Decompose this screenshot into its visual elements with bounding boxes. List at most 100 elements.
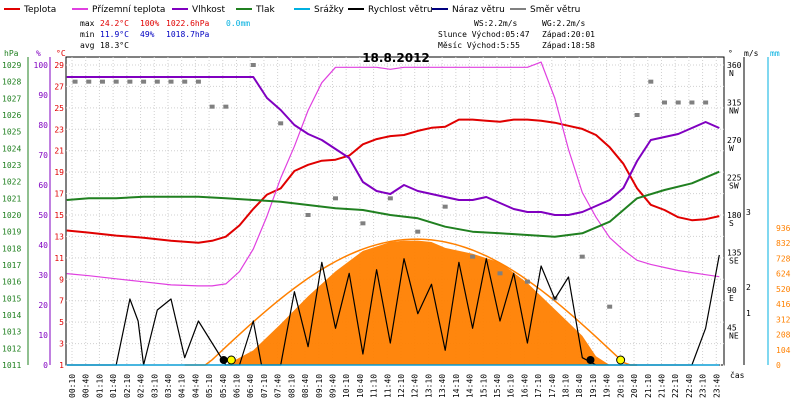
time-tick: 16:10 [507, 374, 516, 398]
time-tick: 17:40 [548, 374, 557, 398]
wind-direction-layer [72, 63, 709, 309]
time-tick: 16:40 [520, 374, 529, 398]
dir-tick-deg: 90 [727, 286, 737, 295]
stats-block: max 24.2°C 100% 1022.6hPa 0.0mm min 11.9… [80, 19, 595, 50]
dir-tick-deg: 180 [727, 211, 742, 220]
time-tick: 15:40 [493, 374, 502, 398]
wind-direction-point [113, 79, 119, 84]
stat-max-hum: 100% [140, 19, 159, 28]
wind-direction-point [333, 196, 339, 201]
time-tick: 23:40 [712, 374, 721, 398]
dir-tick-name: W [729, 144, 734, 153]
time-tick: 19:40 [603, 374, 612, 398]
dir-tick-name: E [729, 294, 734, 303]
hpa-tick: 1013 [2, 328, 21, 337]
c-tick: 23 [54, 125, 64, 134]
hpa-tick: 1020 [2, 211, 21, 220]
time-tick: 09:10 [315, 374, 324, 398]
axis-pct-title: % [36, 49, 41, 58]
stat-avg-label: avg [80, 41, 95, 50]
wind-direction-point [579, 254, 585, 259]
sun-moon-markers [219, 355, 626, 365]
stat-sunset: Západ:20:01 [542, 30, 595, 39]
wm2-tick: 416 [776, 300, 791, 309]
legend-label: Vlhkost [192, 5, 225, 15]
wm2-tick: 832 [776, 239, 791, 248]
stat-max-rain: 0.0mm [226, 19, 250, 28]
c-tick: 7 [59, 297, 64, 306]
time-tick: 22:10 [671, 374, 680, 398]
pct-tick: 50 [38, 211, 48, 220]
hpa-tick: 1027 [2, 94, 21, 103]
time-tick: 18:40 [575, 374, 584, 398]
ms-tick: 2 [746, 283, 751, 292]
axis-time-title: čas [730, 370, 745, 380]
wm2-tick: 0 [776, 361, 781, 370]
time-tick: 11:10 [370, 374, 379, 398]
pct-tick: 60 [38, 181, 48, 190]
stat-max-label: max [80, 19, 95, 28]
time-tick: 06:10 [233, 374, 242, 398]
dir-tick-deg: 270 [727, 136, 742, 145]
wind-direction-point [689, 100, 695, 105]
series-lines [66, 61, 720, 366]
c-tick: 1 [59, 361, 64, 370]
axis-c-title: °C [56, 49, 66, 58]
wm2-tick: 520 [776, 285, 791, 294]
hpa-tick: 1011 [2, 361, 21, 370]
stat-min-press: 1018.7hPa [166, 30, 210, 39]
time-tick: 11:40 [383, 374, 392, 398]
hpa-tick: 1012 [2, 344, 21, 353]
c-tick: 21 [54, 147, 64, 156]
time-tick: 04:40 [191, 374, 200, 398]
time-tick: 03:40 [164, 374, 173, 398]
c-tick: 27 [54, 82, 64, 91]
time-tick: 14:10 [452, 374, 461, 398]
time-tick: 12:40 [411, 374, 420, 398]
left-axes: 1029102810271026102510241023102210211020… [2, 57, 64, 370]
time-tick: 03:10 [150, 374, 159, 398]
legend-label: Směr větru [530, 5, 580, 15]
hpa-tick: 1017 [2, 261, 21, 270]
wind-direction-point [497, 271, 503, 276]
time-tick: 13:10 [424, 374, 433, 398]
moonrise-marker [219, 356, 228, 364]
time-tick: 22:40 [685, 374, 694, 398]
series-line-tlak [66, 170, 720, 238]
wind-direction-point [662, 100, 668, 105]
dir-tick-deg: 315 [727, 99, 742, 108]
wind-direction-point [387, 196, 393, 201]
sunrise-marker [226, 355, 236, 365]
dir-tick-name: NE [729, 332, 739, 341]
solar-area [225, 240, 610, 365]
wind-direction-point [223, 104, 229, 109]
wind-direction-point [442, 204, 448, 209]
hpa-tick: 1019 [2, 228, 21, 237]
ms-tick: 3 [746, 208, 751, 217]
time-tick: 00:10 [68, 374, 77, 398]
dir-tick-deg: 225 [727, 174, 742, 183]
stat-max-press: 1022.6hPa [166, 19, 210, 28]
moonset-marker [586, 356, 595, 364]
wind-direction-point [72, 79, 78, 84]
wind-direction-point [607, 304, 613, 309]
hpa-tick: 1025 [2, 128, 21, 137]
series-line-přízemní-teplota [66, 61, 720, 287]
time-tick: 07:10 [260, 374, 269, 398]
wind-direction-point [195, 79, 201, 84]
wind-direction-point [703, 100, 709, 105]
wind-direction-point [634, 113, 640, 117]
hpa-tick: 1022 [2, 178, 21, 187]
time-tick: 01:10 [95, 374, 104, 398]
pct-tick: 30 [38, 271, 48, 280]
wm2-tick: 728 [776, 254, 791, 263]
legend-label: Srážky [314, 5, 345, 15]
hpa-tick: 1018 [2, 244, 21, 253]
pct-tick: 80 [38, 121, 48, 130]
stat-moonrise: Měsíc Východ:5:55 [438, 41, 520, 50]
dir-tick-deg: 135 [727, 249, 742, 258]
stat-moonset: Západ:18:58 [542, 41, 595, 50]
wind-direction-point [415, 229, 421, 234]
